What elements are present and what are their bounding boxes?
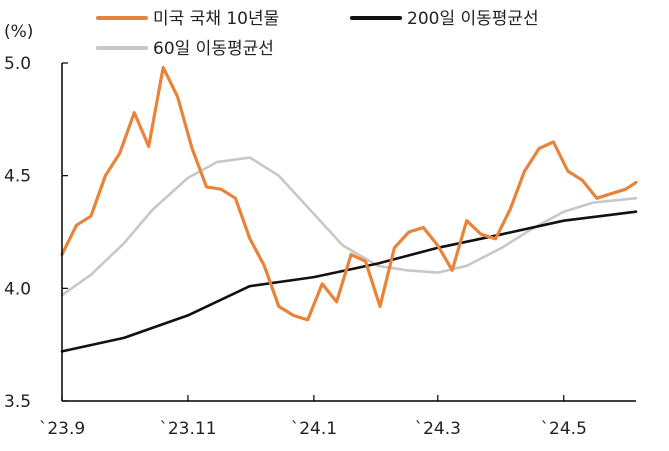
legend-label: 60일 이동평균선 xyxy=(153,39,274,59)
x-tick-label: `23.9 xyxy=(39,419,85,439)
series-layer xyxy=(60,65,638,353)
x-tick-label: `24.5 xyxy=(541,419,587,439)
y-axis-label: (%) xyxy=(4,22,33,42)
legend-item-60d-ma: 60일 이동평균선 xyxy=(96,39,274,59)
series-line-us-10y xyxy=(60,65,638,322)
y-tick-label: 5.0 xyxy=(4,54,31,74)
series-line-60d-ma xyxy=(60,156,638,297)
legend-label: 200일 이동평균선 xyxy=(407,9,539,29)
legend-item-200d-ma: 200일 이동평균선 xyxy=(350,9,539,29)
y-tick-label: 4.5 xyxy=(4,167,31,187)
legend-item-us-10y: 미국 국채 10년물 xyxy=(96,9,279,29)
x-tick-label: `23.11 xyxy=(159,419,216,439)
x-ticks: `23.9 `23.11 `24.1 `24.3 `24.5 xyxy=(39,395,587,439)
y-tick-label: 4.0 xyxy=(4,279,31,299)
y-ticks: 5.0 4.5 4.0 3.5 xyxy=(4,54,68,412)
series-line-200d-ma xyxy=(60,210,638,353)
legend-label: 미국 국채 10년물 xyxy=(153,9,279,29)
x-tick-label: `24.3 xyxy=(415,419,461,439)
x-tick-label: `24.1 xyxy=(291,419,337,439)
legend: 미국 국채 10년물 200일 이동평균선 60일 이동평균선 xyxy=(96,9,539,59)
y-tick-label: 3.5 xyxy=(4,392,31,412)
